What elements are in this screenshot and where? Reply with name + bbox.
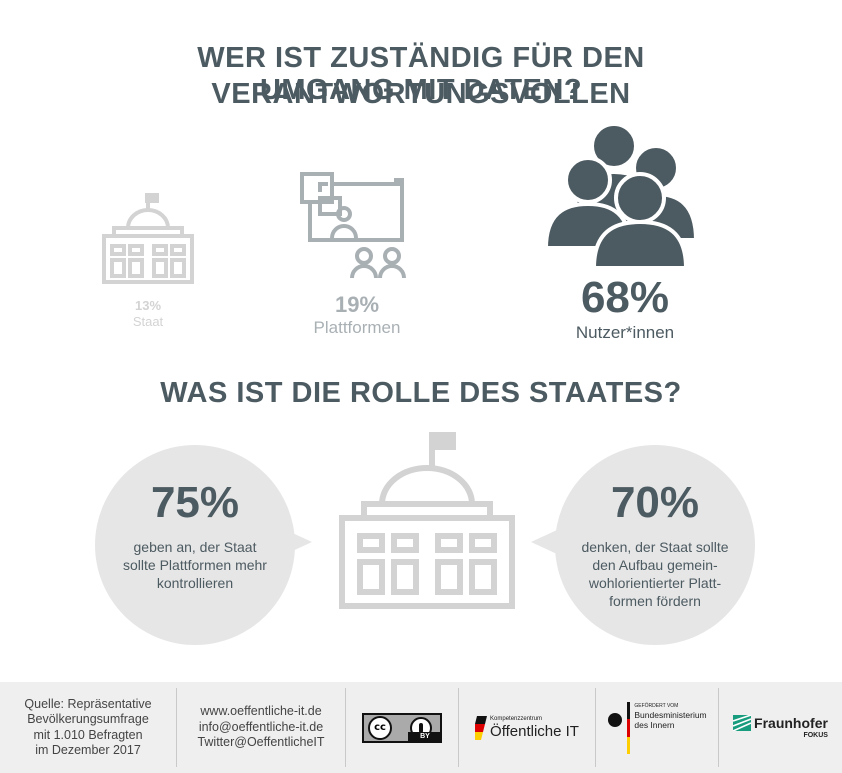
cc-by-badge: cc BY — [362, 712, 442, 743]
page-title-line-1: WER IST ZUSTÄNDIG FÜR DEN VERANTWORTUNGS… — [197, 42, 645, 110]
stat-nutzer: 68% Nutzer*innen — [550, 274, 700, 344]
stat-staat: 13% Staat — [100, 298, 196, 330]
footer-divider — [718, 688, 719, 767]
footer-source: Quelle: Repräsentative Bevölkerungsumfra… — [0, 682, 176, 773]
cc-icon: cc — [368, 715, 392, 740]
page-title-line-2: UMGANG MIT DATEN? — [259, 74, 583, 106]
bubble-right — [555, 445, 755, 645]
fraunhofer-name: Fraunhofer — [754, 714, 828, 731]
bmi-line-1: Bundesministerium — [634, 709, 707, 720]
stat-nutzer-label: Nutzer*innen — [575, 323, 675, 342]
stat-nutzer-percent: 68% — [580, 273, 670, 322]
bubble-left-content: 75% geben an, der Staat sollte Plattform… — [105, 478, 285, 592]
cc-by-label: BY — [408, 731, 442, 741]
platform-screen-icon — [300, 172, 406, 279]
bubble-right-text: denken, der Staat sollte den Aufbau geme… — [581, 539, 729, 609]
footer-kompetenzzentrum: Kompetenzzentrum Öffentliche IT — [459, 682, 595, 773]
bmi-small-text: GEFÖRDERT VOM — [634, 702, 679, 709]
footer-contact-text: www.oeffentliche-it.de info@oeffentliche… — [197, 704, 325, 750]
kompetenzzentrum-logo: Kompetenzzentrum Öffentliche IT — [475, 715, 579, 740]
footer-cc-license: cc BY — [346, 682, 458, 773]
stat-staat-label: Staat — [132, 314, 164, 329]
footer-divider — [176, 688, 177, 767]
footer-divider — [345, 688, 346, 767]
footer-divider — [458, 688, 459, 767]
bubble-left-text: geben an, der Staat sollte Plattformen m… — [123, 539, 267, 591]
bubble-right-content: 70% denken, der Staat sollte den Aufbau … — [563, 478, 747, 610]
kompetenzzentrum-big-text: Öffentliche IT — [490, 722, 579, 740]
bubble-right-tail — [531, 530, 557, 554]
bubble-left — [95, 445, 295, 645]
footer-divider — [595, 688, 596, 767]
bmi-logo: GEFÖRDERT VOM Bundesministerium des Inne… — [607, 701, 707, 754]
bubble-left-tail — [286, 530, 312, 554]
bubble-left-percent: 75% — [150, 478, 240, 527]
bubble-right-percent: 70% — [610, 478, 700, 527]
fraunhofer-sub: FOKUS — [803, 731, 828, 739]
stat-staat-percent: 13% — [134, 298, 162, 313]
government-building-icon — [102, 193, 194, 284]
footer-bmi: GEFÖRDERT VOM Bundesministerium des Inne… — [596, 682, 718, 773]
footer-fraunhofer: Fraunhofer FOKUS — [719, 682, 842, 773]
footer-source-text: Quelle: Repräsentative Bevölkerungsumfra… — [24, 696, 152, 758]
bmi-line-2: des Innern — [634, 719, 675, 730]
large-government-building-icon — [339, 432, 515, 609]
stat-plattformen-percent: 19% — [334, 292, 380, 317]
role-title: WAS IST DIE ROLLE DES STAATES? — [160, 377, 682, 409]
footer-contact: www.oeffentliche-it.de info@oeffentliche… — [177, 682, 345, 773]
federal-eagle-icon — [608, 712, 623, 727]
footer: Quelle: Repräsentative Bevölkerungsumfra… — [0, 682, 842, 773]
stat-plattformen: 19% Plattformen — [290, 292, 424, 338]
kompetenzzentrum-small-text: Kompetenzzentrum — [490, 715, 543, 722]
german-flag-bar-icon — [627, 701, 631, 754]
fraunhofer-logo: Fraunhofer FOKUS — [733, 714, 828, 741]
stat-plattformen-label: Plattformen — [313, 318, 401, 337]
fraunhofer-mark-icon — [733, 714, 752, 731]
flag-stripes-icon — [475, 715, 488, 740]
users-group-icon — [544, 122, 699, 270]
